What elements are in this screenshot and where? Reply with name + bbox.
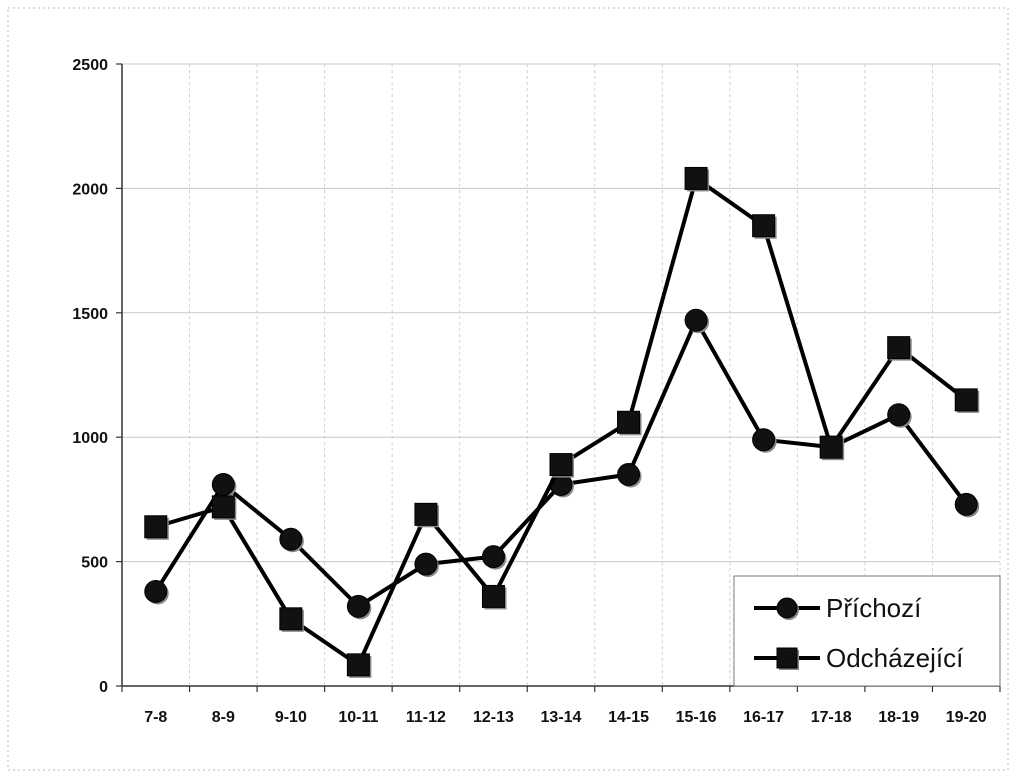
x-tick-label: 11-12: [406, 709, 446, 726]
axes: 0 500 1000 1500 2000 2500 7-8 8-9 9-10 10-11 11-12…: [72, 57, 1001, 726]
data-point: [684, 308, 708, 332]
data-point: [279, 527, 303, 551]
y-tick-label: 1500: [72, 306, 108, 323]
legend-entry: Odcházející: [754, 643, 964, 673]
data-point: [211, 472, 235, 496]
x-tick-label: 19-20: [946, 709, 987, 726]
x-tick-label: 17-18: [811, 709, 852, 726]
data-point: [414, 552, 438, 576]
data-point: [617, 463, 641, 487]
data-point: [279, 607, 303, 631]
x-tick-label: 15-16: [676, 709, 717, 726]
data-point: [954, 492, 978, 516]
x-tick-label: 10-11: [338, 709, 378, 726]
data-point: [954, 388, 978, 412]
y-tick-label: 0: [99, 679, 108, 696]
legend-marker: [776, 597, 798, 619]
legend-label: Odcházející: [826, 643, 964, 673]
data-point: [887, 403, 911, 427]
legend-entry: Příchozí: [754, 593, 922, 623]
data-point: [144, 579, 168, 603]
series-odchazejici: [144, 166, 980, 678]
x-tick-label: 9-10: [275, 709, 307, 726]
data-point: [481, 545, 505, 569]
y-tick-label: 2000: [72, 181, 108, 198]
series: [144, 166, 980, 678]
data-point: [819, 435, 843, 459]
data-point: [752, 428, 776, 452]
data-point: [752, 214, 776, 238]
x-tick-label: 8-9: [212, 709, 235, 726]
data-point: [887, 336, 911, 360]
data-point: [346, 594, 370, 618]
x-tick-label: 13-14: [541, 709, 582, 726]
legend-marker: [776, 647, 798, 669]
data-point: [549, 453, 573, 477]
y-tick-label: 2500: [72, 57, 108, 74]
y-tick-label: 500: [81, 555, 108, 572]
x-tick-label: 12-13: [473, 709, 514, 726]
data-point: [144, 515, 168, 539]
x-tick-label: 14-15: [608, 709, 649, 726]
legend: Příchozí Odcházející: [733, 575, 1001, 687]
data-point: [684, 166, 708, 190]
data-point: [211, 495, 235, 519]
data-point: [481, 584, 505, 608]
data-point: [346, 653, 370, 677]
data-point: [617, 410, 641, 434]
y-tick-label: 1000: [72, 430, 108, 447]
x-tick-label: 7-8: [144, 709, 167, 726]
data-point: [414, 502, 438, 526]
legend-label: Příchozí: [826, 593, 922, 623]
x-tick-label: 16-17: [743, 709, 784, 726]
chart-border: [7, 7, 1009, 771]
x-tick-label: 18-19: [878, 709, 919, 726]
